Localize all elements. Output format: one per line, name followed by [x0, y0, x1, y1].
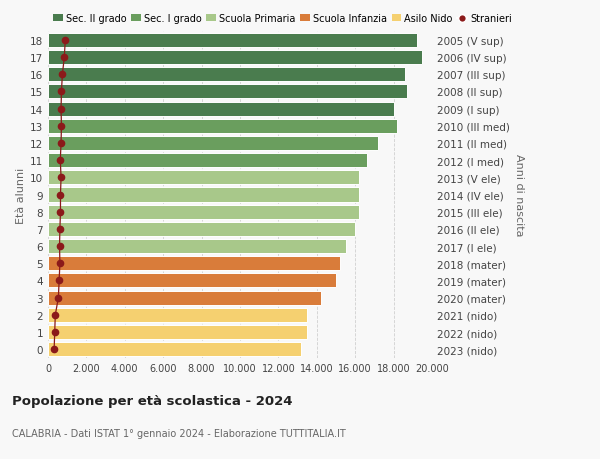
Bar: [48, 102, 394, 116]
Legend: Sec. II grado, Sec. I grado, Scuola Primaria, Scuola Infanzia, Asilo Nido, Stran: Sec. II grado, Sec. I grado, Scuola Prim…: [53, 14, 512, 24]
Bar: [48, 240, 346, 253]
Text: Popolazione per età scolastica - 2024: Popolazione per età scolastica - 2024: [12, 394, 293, 407]
Bar: [48, 325, 307, 339]
Bar: [48, 291, 320, 305]
Y-axis label: Età alunni: Età alunni: [16, 167, 26, 223]
Bar: [48, 257, 340, 271]
Bar: [48, 342, 301, 357]
Text: CALABRIA - Dati ISTAT 1° gennaio 2024 - Elaborazione TUTTITALIA.IT: CALABRIA - Dati ISTAT 1° gennaio 2024 - …: [12, 428, 346, 438]
Bar: [48, 119, 397, 134]
Bar: [48, 137, 378, 151]
Bar: [48, 308, 307, 322]
Bar: [48, 154, 367, 168]
Bar: [48, 222, 355, 236]
Y-axis label: Anni di nascita: Anni di nascita: [514, 154, 524, 236]
Bar: [48, 205, 359, 219]
Bar: [48, 51, 422, 65]
Bar: [48, 171, 359, 185]
Bar: [48, 68, 405, 82]
Bar: [48, 188, 359, 202]
Bar: [48, 274, 336, 288]
Bar: [48, 34, 416, 48]
Bar: [48, 85, 407, 99]
